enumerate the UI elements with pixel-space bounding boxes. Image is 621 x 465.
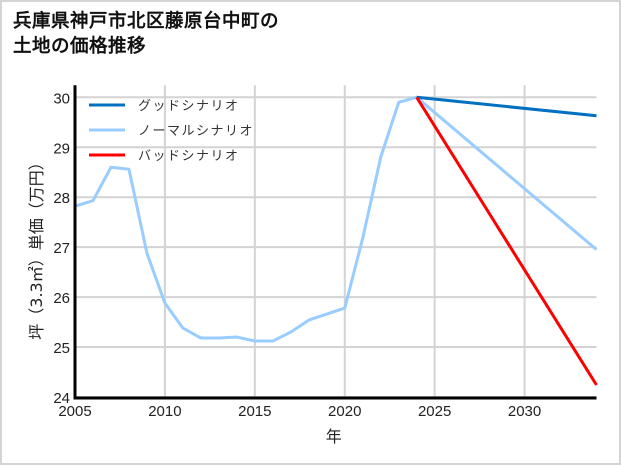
x-tick-label: 2025 — [418, 403, 451, 420]
y-axis-label: 坪（3.3㎡）単価（万円） — [27, 154, 46, 339]
y-tick-label: 27 — [53, 240, 70, 257]
title-line-2: 土地の価格推移 — [13, 36, 147, 57]
y-tick-label: 24 — [53, 390, 70, 407]
x-tick-label: 2020 — [328, 403, 361, 420]
title-line-1: 兵庫県神戸市北区藤原台中町の — [13, 11, 280, 32]
series-line — [74, 95, 598, 343]
y-tick-label: 29 — [53, 140, 70, 157]
chart-title: 兵庫県神戸市北区藤原台中町の 土地の価格推移 — [13, 9, 279, 59]
x-tick-label: 2030 — [508, 403, 541, 420]
legend-label: バッドシナリオ — [138, 149, 240, 164]
legend-label: グッドシナリオ — [138, 99, 240, 114]
axes — [73, 85, 597, 400]
y-tick-label: 30 — [53, 90, 70, 107]
tick-labels: 24 25 26 27 28 29 30 2005 2010 2015 2020 2025 2030 — [53, 90, 541, 420]
series-lines — [74, 95, 598, 386]
x-axis-label: 年 — [326, 427, 342, 446]
y-tick-label: 28 — [53, 190, 70, 207]
series-line — [415, 96, 598, 386]
x-tick-label: 2015 — [238, 403, 271, 420]
x-tick-label: 2005 — [58, 403, 91, 420]
legend-label: ノーマルシナリオ — [138, 124, 254, 139]
y-tick-label: 26 — [53, 290, 70, 307]
y-tick-label: 25 — [53, 340, 70, 357]
x-tick-label: 2010 — [148, 403, 181, 420]
series-line — [416, 95, 597, 118]
